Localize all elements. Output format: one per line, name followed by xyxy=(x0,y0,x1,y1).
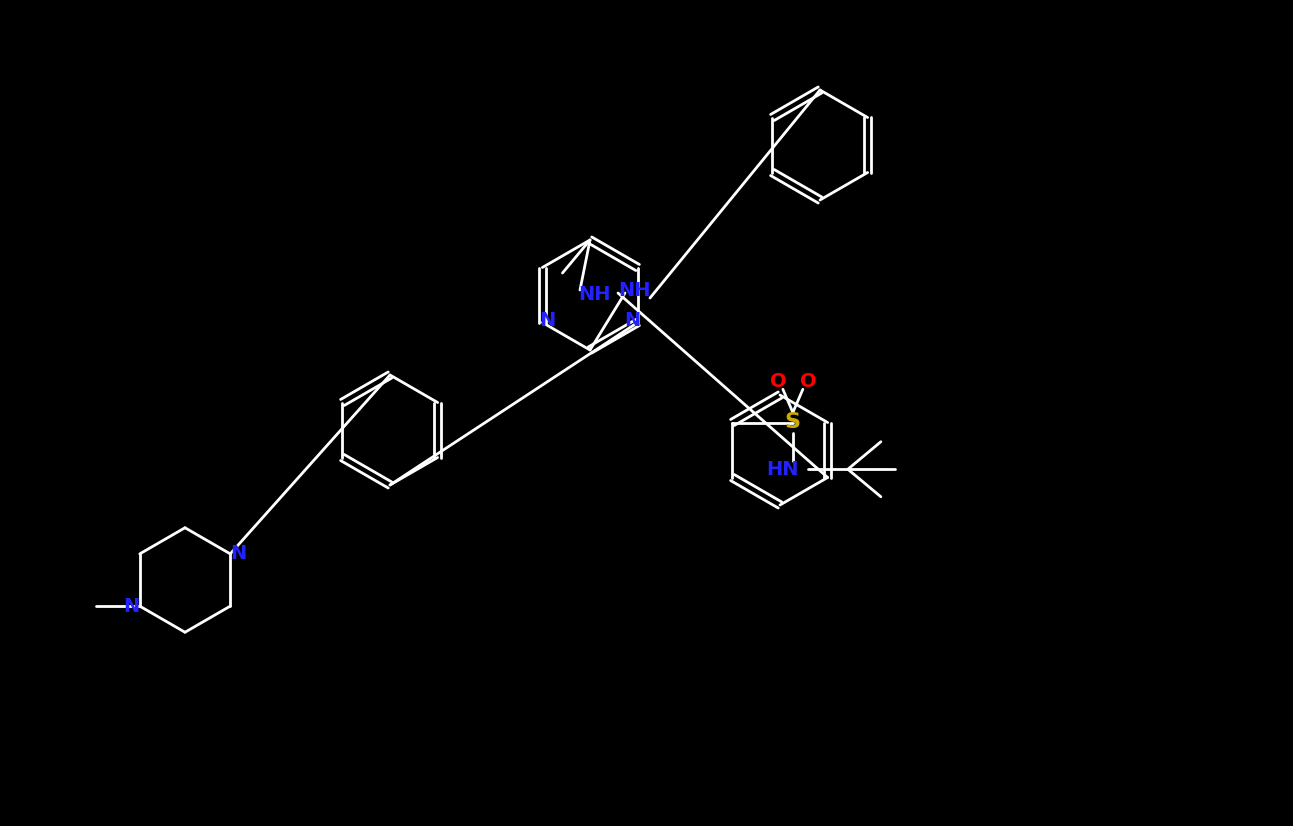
Text: O: O xyxy=(799,372,816,391)
Text: N: N xyxy=(539,311,556,330)
Text: N: N xyxy=(230,544,247,563)
Text: S: S xyxy=(785,412,800,433)
Text: O: O xyxy=(769,372,786,391)
Text: NH: NH xyxy=(619,281,652,300)
Text: HN: HN xyxy=(767,460,799,479)
Text: NH: NH xyxy=(579,286,612,305)
Text: N: N xyxy=(625,311,641,330)
Text: N: N xyxy=(124,596,140,615)
